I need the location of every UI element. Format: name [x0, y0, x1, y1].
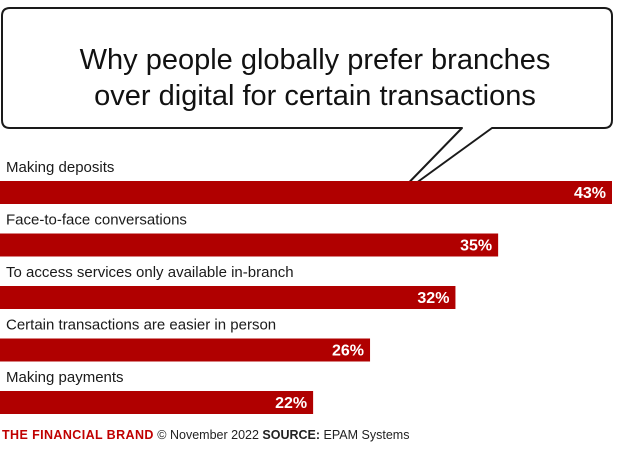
source-label: SOURCE:: [262, 428, 321, 442]
footer: THE FINANCIAL BRAND © November 2022 SOUR…: [2, 428, 409, 442]
footer-date: © November 2022: [157, 428, 259, 442]
value-label: 35%: [460, 238, 492, 255]
category-label: To access services only available in-bra…: [6, 264, 294, 281]
brand-name: THE FINANCIAL BRAND: [2, 428, 154, 442]
chart-title-line-1: Why people globally prefer branches: [79, 44, 551, 76]
value-label: 26%: [332, 343, 364, 360]
category-label: Making deposits: [6, 159, 114, 176]
speech-bubble: [1, 7, 613, 203]
chart-title-line-2: over digital for certain transactions: [94, 80, 536, 112]
bar: [0, 181, 612, 204]
bar: [0, 338, 371, 362]
category-label: Making payments: [6, 369, 124, 386]
bar: [0, 233, 499, 257]
category-label: Certain transactions are easier in perso…: [6, 317, 276, 334]
value-label: 22%: [275, 395, 307, 412]
value-label: 32%: [417, 290, 449, 307]
category-label: Face-to-face conversations: [6, 212, 187, 229]
source-text: EPAM Systems: [323, 428, 410, 442]
bar-chart: Making deposits 43% Face-to-face conversat…: [0, 159, 612, 414]
bar: [0, 391, 314, 414]
bar: [0, 286, 456, 309]
value-label: 43%: [574, 185, 606, 202]
